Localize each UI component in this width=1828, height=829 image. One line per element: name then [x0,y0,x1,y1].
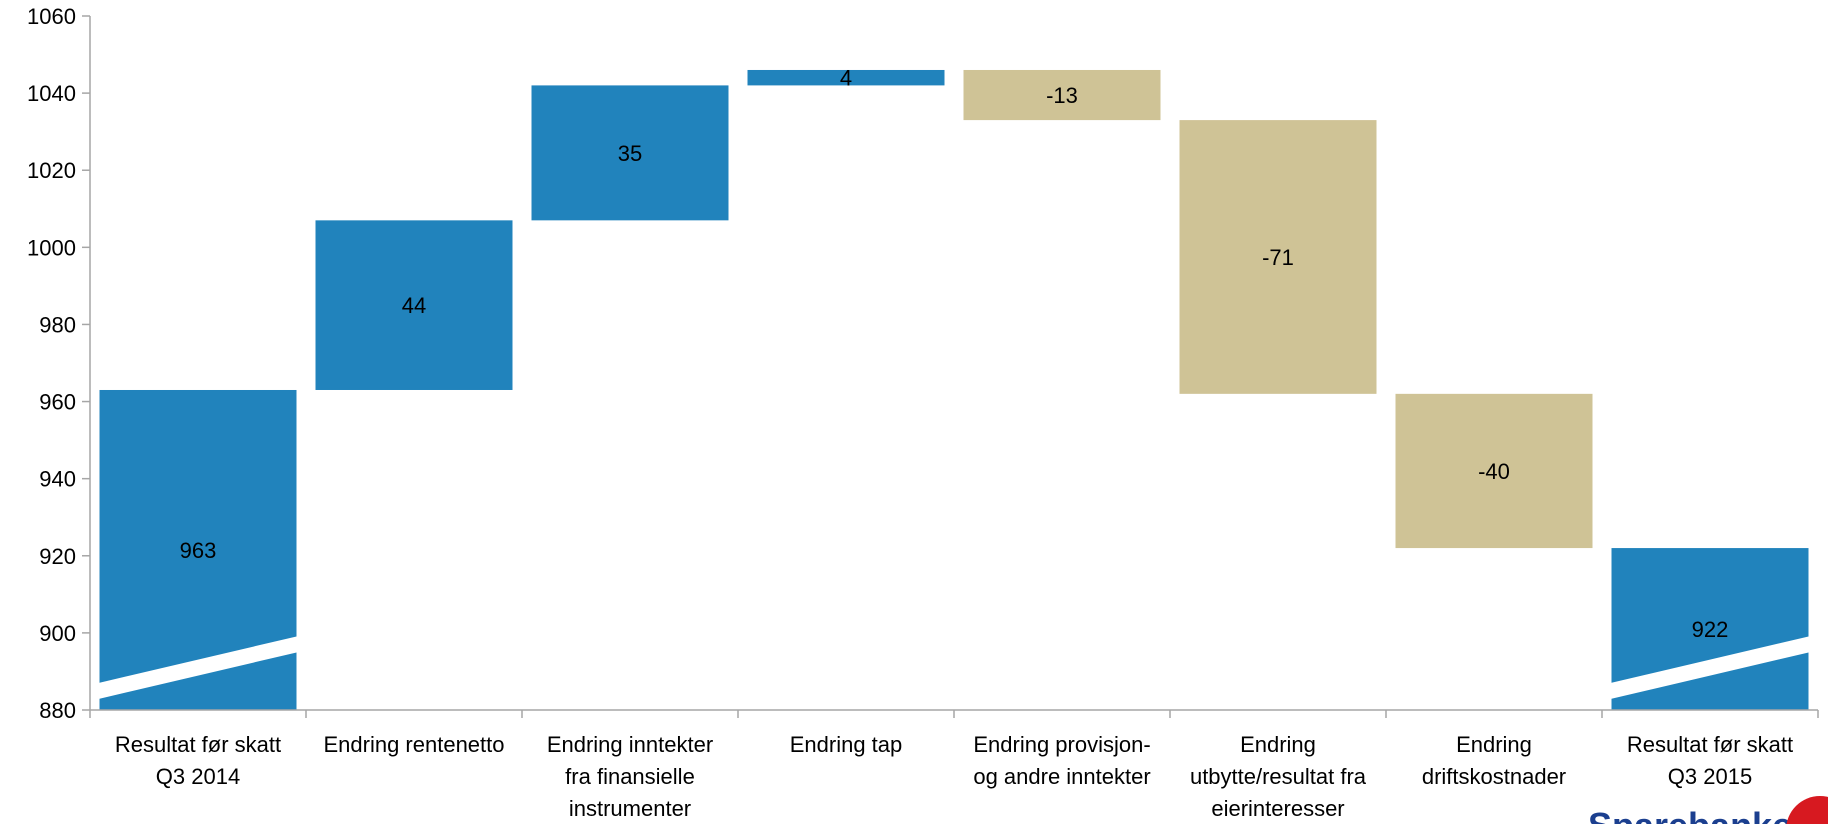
y-tick-label-1000: 1000 [27,235,76,260]
category-label-8: Resultat før skatt Q3 2015 [1627,732,1793,789]
bar-2 [315,220,513,390]
data-label-5: -13 [1046,83,1078,108]
data-label-6: -71 [1262,245,1294,270]
category-label-4: Endring tap [790,732,903,757]
y-tick-label-880: 880 [39,698,76,723]
sparebanken-logo: Sparebanken [1588,796,1828,829]
y-tick-label-980: 980 [39,312,76,337]
category-label-2: Endring rentenetto [323,732,504,757]
category-label-5-line-2: og andre inntekter [973,764,1150,789]
y-tick-label-900: 900 [39,621,76,646]
bar-6 [1179,120,1377,394]
category-label-3-line-3: instrumenter [569,796,691,821]
labels-layer: 963 44 35 4 -13 -71 -40 922 880 900 920 940 960 980 10… [27,4,1793,821]
axis-layer [82,15,1819,718]
axis-break-8 [1611,636,1809,699]
logo-mark [1786,796,1828,829]
category-label-3: Endring inntekter fra finansielle instrume… [547,732,713,821]
category-label-4-line-1: Endring tap [790,732,903,757]
y-tick-label-1060: 1060 [27,4,76,29]
category-label-6-line-3: eierinteresser [1211,796,1344,821]
data-label-1: 963 [180,538,217,563]
category-label-7-line-2: driftskostnader [1422,764,1566,789]
category-label-5: Endring provisjon-og andre inntekter [973,732,1150,789]
data-label-8: 922 [1692,617,1729,642]
category-label-1-line-1: Resultat før skatt [115,732,281,757]
axis-break-1 [99,636,297,699]
data-label-7: -40 [1478,459,1510,484]
bar-4 [747,69,945,86]
category-label-1: Resultat før skatt Q3 2014 [115,732,281,789]
category-label-2-line-1: Endring rentenetto [323,732,504,757]
category-label-3-line-1: Endring inntekter [547,732,713,757]
bar-7 [1395,393,1593,549]
y-tick-label-1040: 1040 [27,81,76,106]
logo-text: Sparebanken [1588,805,1814,824]
bar-5 [963,69,1161,121]
bars-layer [99,69,1809,710]
category-label-3-line-2: fra finansielle [565,764,695,789]
y-tick-label-940: 940 [39,467,76,492]
category-label-7-line-1: Endring [1456,732,1532,757]
category-label-6-line-1: Endring [1240,732,1316,757]
category-label-8-line-1: Resultat før skatt [1627,732,1793,757]
y-tick-label-1020: 1020 [27,158,76,183]
category-label-6: Endring utbytte/resultat fra eierinteresse… [1190,732,1367,821]
data-label-4: 4 [840,66,852,91]
y-tick-label-960: 960 [39,390,76,415]
category-label-6-line-2: utbytte/resultat fra [1190,764,1367,789]
category-label-7: Endring driftskostnader [1422,732,1566,789]
category-label-1-line-2: Q3 2014 [156,764,240,789]
bar-3 [531,85,729,221]
y-tick-label-920: 920 [39,544,76,569]
category-label-8-line-2: Q3 2015 [1668,764,1752,789]
category-label-5-line-1: Endring provisjon- [973,732,1150,757]
data-label-3: 35 [618,141,642,166]
data-label-2: 44 [402,293,426,318]
